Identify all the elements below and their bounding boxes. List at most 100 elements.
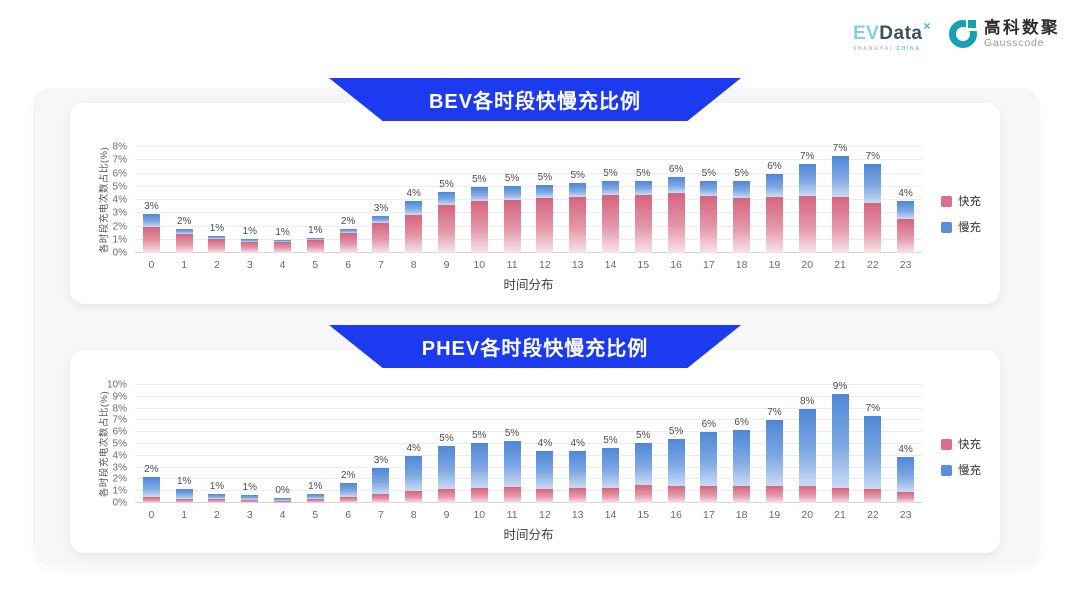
stacked-bar[interactable]: 7%	[864, 403, 882, 503]
fast-charge-segment[interactable]	[634, 485, 652, 503]
slow-charge-segment[interactable]	[405, 201, 423, 215]
stacked-bar[interactable]: 5%	[601, 435, 619, 503]
fast-charge-segment[interactable]	[372, 223, 390, 253]
fast-charge-segment[interactable]	[601, 194, 619, 253]
legend-item-快充[interactable]: 快充	[941, 436, 981, 452]
slow-charge-segment[interactable]	[405, 455, 423, 492]
slow-charge-segment[interactable]	[634, 180, 652, 196]
fast-charge-segment[interactable]	[438, 205, 456, 253]
stacked-bar[interactable]: 1%	[208, 223, 226, 253]
slow-charge-segment[interactable]	[142, 213, 160, 227]
stacked-bar[interactable]: 4%	[536, 438, 554, 504]
legend-item-慢充[interactable]: 慢充	[941, 462, 981, 478]
fast-charge-segment[interactable]	[241, 241, 259, 253]
stacked-bar[interactable]: 1%	[306, 481, 324, 503]
stacked-bar[interactable]: 7%	[798, 151, 816, 253]
stacked-bar[interactable]: 4%	[897, 188, 915, 253]
fast-charge-segment[interactable]	[765, 197, 783, 253]
slow-charge-segment[interactable]	[601, 180, 619, 195]
stacked-bar[interactable]: 9%	[831, 381, 849, 503]
stacked-bar[interactable]: 3%	[372, 203, 390, 253]
fast-charge-segment[interactable]	[536, 488, 554, 503]
fast-charge-segment[interactable]	[864, 202, 882, 253]
fast-charge-segment[interactable]	[667, 193, 685, 253]
fast-charge-segment[interactable]	[831, 487, 849, 503]
fast-charge-segment[interactable]	[175, 234, 193, 253]
slow-charge-segment[interactable]	[274, 240, 292, 243]
fast-charge-segment[interactable]	[634, 195, 652, 253]
fast-charge-segment[interactable]	[306, 499, 324, 503]
fast-charge-segment[interactable]	[831, 197, 849, 253]
stacked-bar[interactable]: 2%	[142, 464, 160, 503]
slow-charge-segment[interactable]	[208, 235, 226, 240]
fast-charge-segment[interactable]	[274, 500, 292, 503]
stacked-bar[interactable]: 5%	[438, 433, 456, 503]
slow-charge-segment[interactable]	[798, 408, 816, 486]
slow-charge-segment[interactable]	[503, 186, 521, 200]
fast-charge-segment[interactable]	[601, 487, 619, 503]
slow-charge-segment[interactable]	[142, 477, 160, 498]
slow-charge-segment[interactable]	[569, 450, 587, 489]
stacked-bar[interactable]: 1%	[208, 481, 226, 503]
slow-charge-segment[interactable]	[175, 229, 193, 235]
slow-charge-segment[interactable]	[897, 456, 915, 493]
fast-charge-segment[interactable]	[208, 239, 226, 253]
stacked-bar[interactable]: 1%	[175, 476, 193, 503]
slow-charge-segment[interactable]	[536, 450, 554, 489]
fast-charge-segment[interactable]	[897, 492, 915, 503]
fast-charge-segment[interactable]	[405, 491, 423, 503]
stacked-bar[interactable]: 5%	[503, 173, 521, 253]
fast-charge-segment[interactable]	[175, 498, 193, 503]
slow-charge-segment[interactable]	[306, 493, 324, 500]
stacked-bar[interactable]: 5%	[700, 168, 718, 253]
stacked-bar[interactable]: 5%	[536, 172, 554, 253]
slow-charge-segment[interactable]	[864, 164, 882, 203]
slow-charge-segment[interactable]	[372, 215, 390, 224]
slow-charge-segment[interactable]	[864, 415, 882, 489]
slow-charge-segment[interactable]	[831, 156, 849, 198]
stacked-bar[interactable]: 7%	[765, 407, 783, 503]
fast-charge-segment[interactable]	[569, 196, 587, 253]
slow-charge-segment[interactable]	[765, 420, 783, 487]
stacked-bar[interactable]: 1%	[274, 227, 292, 253]
fast-charge-segment[interactable]	[306, 240, 324, 253]
fast-charge-segment[interactable]	[470, 487, 488, 503]
stacked-bar[interactable]: 5%	[733, 168, 751, 253]
fast-charge-segment[interactable]	[372, 494, 390, 503]
stacked-bar[interactable]: 4%	[897, 444, 915, 503]
stacked-bar[interactable]: 5%	[569, 170, 587, 253]
stacked-bar[interactable]: 5%	[667, 426, 685, 503]
stacked-bar[interactable]: 5%	[470, 430, 488, 503]
slow-charge-segment[interactable]	[667, 176, 685, 194]
fast-charge-segment[interactable]	[470, 201, 488, 253]
fast-charge-segment[interactable]	[274, 242, 292, 253]
fast-charge-segment[interactable]	[700, 486, 718, 503]
fast-charge-segment[interactable]	[339, 233, 357, 253]
slow-charge-segment[interactable]	[634, 442, 652, 486]
fast-charge-segment[interactable]	[503, 200, 521, 253]
fast-charge-segment[interactable]	[700, 196, 718, 253]
stacked-bar[interactable]: 5%	[601, 168, 619, 253]
stacked-bar[interactable]: 6%	[765, 161, 783, 253]
stacked-bar[interactable]: 5%	[634, 168, 652, 253]
fast-charge-segment[interactable]	[241, 500, 259, 503]
fast-charge-segment[interactable]	[798, 196, 816, 253]
slow-charge-segment[interactable]	[438, 192, 456, 206]
stacked-bar[interactable]: 3%	[372, 455, 390, 503]
fast-charge-segment[interactable]	[142, 497, 160, 503]
slow-charge-segment[interactable]	[733, 180, 751, 199]
slow-charge-segment[interactable]	[798, 164, 816, 197]
stacked-bar[interactable]: 6%	[700, 419, 718, 503]
fast-charge-segment[interactable]	[208, 499, 226, 503]
stacked-bar[interactable]: 1%	[306, 225, 324, 253]
stacked-bar[interactable]: 6%	[733, 417, 751, 503]
fast-charge-segment[interactable]	[798, 485, 816, 503]
slow-charge-segment[interactable]	[700, 432, 718, 487]
fast-charge-segment[interactable]	[569, 488, 587, 503]
stacked-bar[interactable]: 2%	[175, 216, 193, 253]
fast-charge-segment[interactable]	[339, 497, 357, 503]
slow-charge-segment[interactable]	[536, 184, 554, 198]
slow-charge-segment[interactable]	[733, 429, 751, 486]
fast-charge-segment[interactable]	[765, 486, 783, 503]
stacked-bar[interactable]: 7%	[864, 151, 882, 253]
